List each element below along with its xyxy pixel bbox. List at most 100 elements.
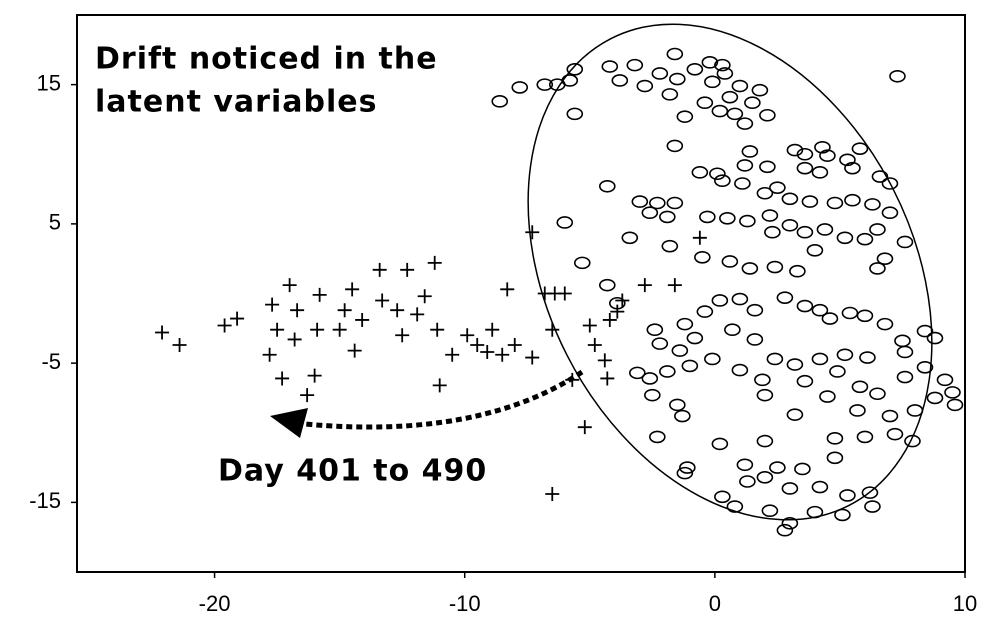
x-tick-label: -10	[449, 591, 481, 616]
circle-point	[601, 60, 619, 73]
cluster-ellipse	[527, 23, 933, 521]
circle-point	[609, 296, 626, 310]
circle-point	[786, 143, 804, 157]
circle-point	[776, 291, 794, 304]
circle-point	[816, 223, 834, 236]
plus-point	[395, 328, 410, 343]
circle-point	[659, 210, 676, 224]
circle-point	[626, 58, 644, 72]
circle-point	[776, 523, 794, 537]
circle-point	[754, 373, 771, 387]
circle-point	[889, 69, 906, 83]
circle-point	[629, 366, 646, 380]
circle-point	[834, 508, 851, 522]
circle-point	[841, 306, 859, 320]
plus-point	[460, 328, 475, 343]
circle-point	[756, 434, 774, 448]
circle-point	[856, 430, 874, 444]
circle-point	[736, 159, 754, 172]
circle-point	[686, 63, 704, 76]
circle-point	[761, 209, 779, 222]
circle-point	[726, 107, 744, 121]
plus-point	[265, 297, 280, 312]
plus-point	[637, 278, 652, 293]
circle-point	[839, 153, 856, 167]
circle-point	[851, 380, 869, 394]
circle-point	[946, 398, 964, 412]
circle-point	[916, 324, 934, 338]
circle-point	[869, 223, 886, 236]
circle-point	[649, 196, 666, 210]
circle-point	[676, 466, 694, 480]
circle-point	[741, 262, 759, 275]
plus-point	[282, 278, 297, 293]
circle-point	[796, 161, 814, 175]
circle-point	[491, 95, 509, 108]
annotation: Drift noticed in the	[95, 42, 438, 77]
plus-point	[692, 230, 707, 245]
circle-point	[811, 480, 829, 494]
circle-point	[721, 255, 739, 268]
circle-point	[926, 331, 944, 345]
circle-point	[746, 303, 764, 317]
plus-point	[332, 322, 347, 337]
plus-point	[355, 312, 370, 327]
plus-point	[275, 371, 290, 386]
circle-point	[711, 104, 729, 118]
circle-point	[646, 323, 664, 337]
y-tick-label: -5	[41, 349, 61, 374]
x-tick-label: -20	[199, 591, 231, 616]
circle-point	[711, 437, 729, 451]
circle-point	[734, 177, 751, 190]
circle-point	[861, 486, 879, 499]
arrow-head	[270, 408, 308, 438]
circle-point	[726, 500, 744, 513]
drift-arrow	[304, 369, 584, 430]
circle-point	[766, 260, 784, 274]
circle-point	[721, 90, 739, 104]
plus-point	[310, 322, 325, 337]
plus-point	[347, 343, 362, 358]
circle-point	[739, 214, 756, 228]
circle-point	[659, 365, 676, 378]
circle-point	[636, 79, 654, 93]
plus-point	[610, 304, 625, 319]
circle-point	[666, 139, 684, 153]
plus-point	[287, 332, 302, 347]
circle-point	[781, 516, 799, 530]
plus-point	[577, 420, 592, 435]
plus-point	[545, 487, 560, 502]
circle-point	[826, 432, 844, 445]
circle-point	[856, 232, 874, 246]
circle-point	[536, 78, 554, 91]
circle-point	[751, 83, 769, 97]
circle-point	[704, 352, 721, 366]
circle-point	[819, 390, 836, 403]
plus-point	[270, 322, 285, 337]
circle-point	[864, 500, 881, 513]
circle-point	[651, 337, 669, 350]
circle-point	[836, 231, 854, 245]
plus-point	[417, 289, 432, 304]
circle-point	[611, 74, 629, 87]
circle-point	[621, 231, 639, 245]
circle-point	[859, 351, 876, 364]
plus-point	[470, 338, 485, 353]
circle-point	[896, 235, 914, 249]
circle-point	[666, 47, 684, 61]
circle-point	[849, 404, 866, 417]
circle-point	[714, 174, 731, 188]
circle-point	[781, 218, 799, 232]
circle-point	[781, 192, 799, 206]
annotation: Day 401 to 490	[218, 454, 487, 489]
circle-point	[651, 67, 669, 80]
circle-point	[759, 108, 776, 122]
circle-point	[916, 361, 934, 374]
plus-point	[500, 282, 515, 297]
circle-point	[864, 198, 881, 211]
plus-point	[495, 347, 510, 362]
circle-point	[811, 303, 829, 317]
plus-point	[582, 318, 597, 333]
plus-point	[615, 293, 630, 308]
plus-point	[600, 371, 615, 386]
